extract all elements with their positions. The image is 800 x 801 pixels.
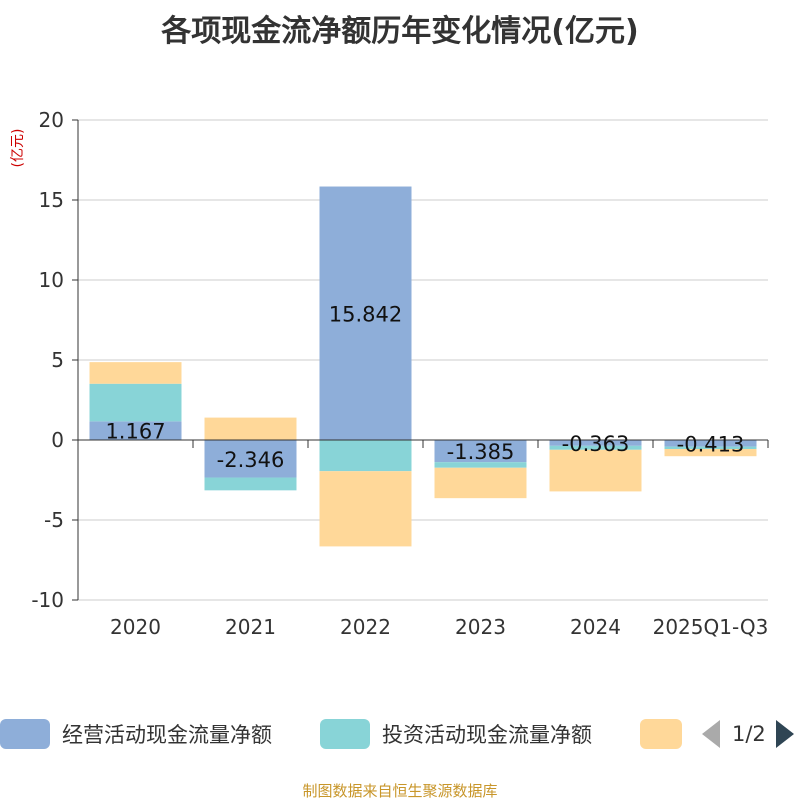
chart-title: 各项现金流净额历年变化情况(亿元) bbox=[161, 14, 639, 49]
legend-pager: 1/2 bbox=[702, 718, 794, 750]
y-tick-label: -5 bbox=[44, 508, 64, 532]
data-label: 1.167 bbox=[105, 420, 165, 444]
legend-item-operating[interactable]: 经营活动现金流量净额 bbox=[0, 718, 272, 750]
source-note: 制图数据来自恒生聚源数据库 bbox=[302, 782, 498, 800]
legend-swatch bbox=[0, 719, 50, 749]
bar-segment bbox=[434, 440, 527, 463]
data-label: -1.385 bbox=[447, 440, 515, 464]
bar-segment bbox=[549, 449, 642, 492]
bar-segment bbox=[204, 477, 297, 491]
data-label: -2.346 bbox=[217, 448, 285, 472]
bar-segment bbox=[319, 471, 412, 547]
legend-swatch bbox=[640, 719, 682, 749]
bar-segment bbox=[204, 417, 297, 440]
chart-plot: 20 15 10 5 0 -5 -10 (亿元) 2020 2021 2022 2023 2024 202… bbox=[10, 108, 769, 639]
legend-swatch bbox=[320, 719, 370, 749]
legend-item-investing[interactable]: 投资活动现金流量净额 bbox=[320, 718, 592, 750]
bar-segment bbox=[434, 462, 527, 468]
x-tick-label: 2025Q1-Q3 bbox=[653, 615, 769, 639]
y-axis-label: (亿元) bbox=[10, 129, 26, 168]
y-tick-label: 20 bbox=[39, 108, 64, 132]
y-tick-label: 5 bbox=[51, 348, 64, 372]
legend-page-indicator: 1/2 bbox=[732, 722, 766, 746]
chevron-right-icon[interactable] bbox=[775, 720, 794, 748]
x-tick-label: 2023 bbox=[455, 615, 506, 639]
legend-label: 经营活动现金流量净额 bbox=[62, 723, 272, 747]
bar-segment bbox=[549, 440, 642, 446]
y-tick-label: -10 bbox=[31, 588, 64, 612]
bar-segment bbox=[89, 383, 182, 422]
bar-segment bbox=[89, 362, 182, 384]
data-label: 15.842 bbox=[329, 302, 402, 326]
bar-segment bbox=[664, 449, 757, 457]
bar-segment bbox=[434, 467, 527, 499]
data-label: -0.413 bbox=[677, 432, 745, 456]
bar-segment bbox=[664, 446, 757, 450]
chevron-left-icon[interactable] bbox=[702, 720, 720, 748]
bar-segment bbox=[549, 445, 642, 450]
bar-segment bbox=[204, 440, 297, 478]
y-tick-label: 15 bbox=[39, 188, 64, 212]
y-tick-label: 10 bbox=[39, 268, 64, 292]
x-tick-label: 2021 bbox=[225, 615, 276, 639]
bar-segment bbox=[319, 186, 412, 440]
legend-label: 投资活动现金流量净额 bbox=[382, 723, 592, 747]
x-tick-label: 2022 bbox=[340, 615, 391, 639]
bar-segment bbox=[89, 421, 182, 440]
x-tick-label: 2020 bbox=[110, 615, 161, 639]
x-tick-label: 2024 bbox=[570, 615, 621, 639]
data-label: -0.363 bbox=[562, 432, 630, 456]
bar-segment bbox=[664, 440, 757, 447]
y-tick-label: 0 bbox=[51, 428, 64, 452]
legend-item-financing[interactable] bbox=[640, 718, 682, 750]
bar-segment bbox=[319, 440, 412, 472]
